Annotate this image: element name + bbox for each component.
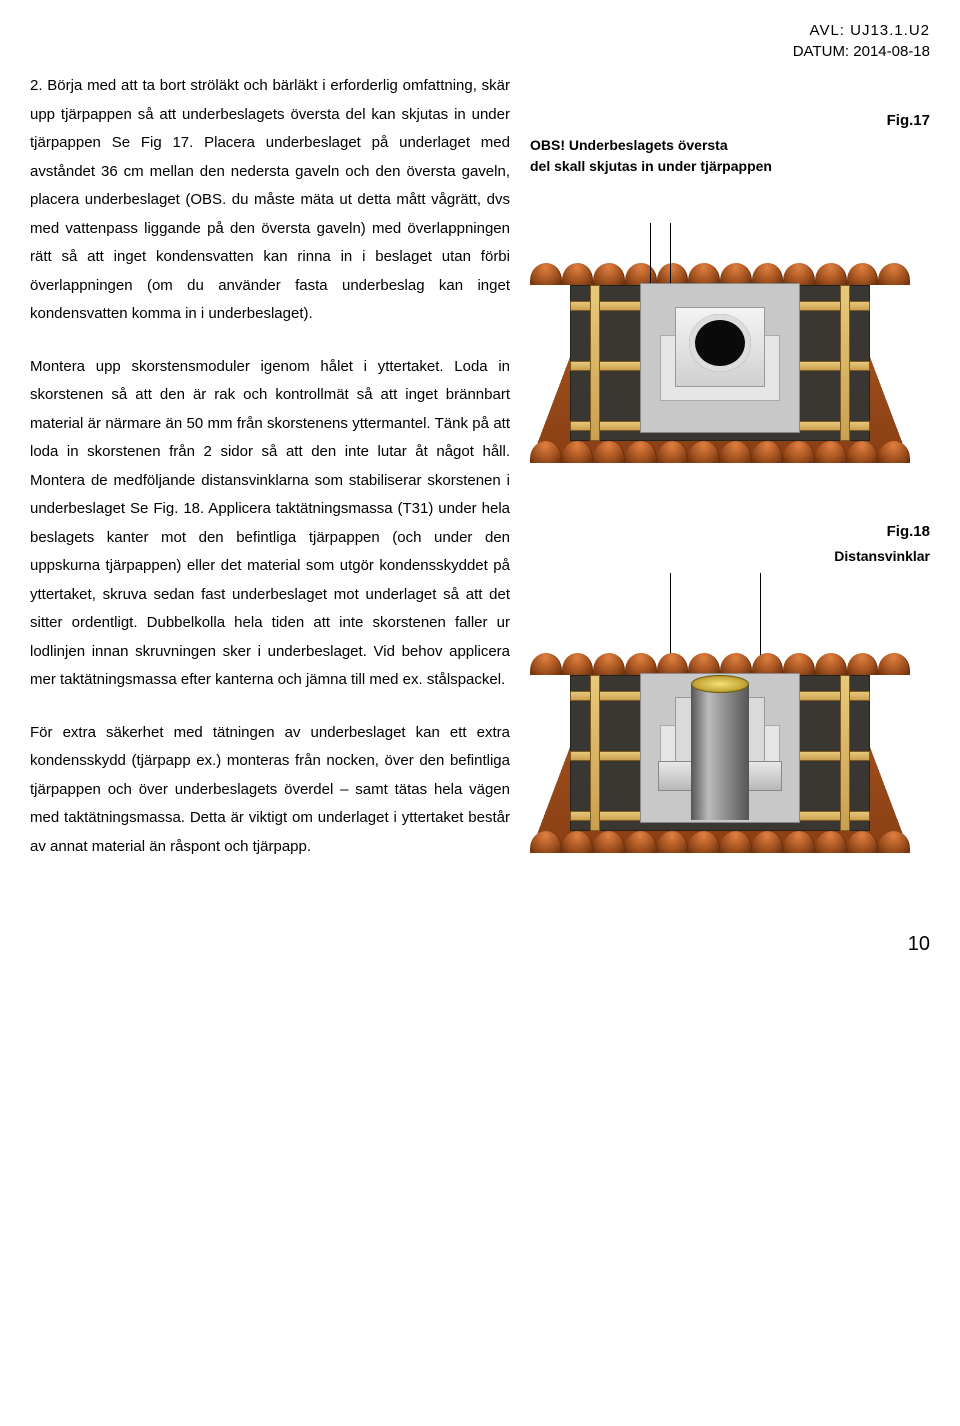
figure-18-block: Fig.18 Distansvinklar — [530, 523, 930, 853]
figure-18-illustration — [530, 573, 910, 853]
figure-17-caption: OBS! Underbeslagets översta del skall sk… — [530, 135, 930, 177]
content-columns: 2. Börja med att ta bort ströläkt och bä… — [30, 72, 930, 893]
page-number: 10 — [30, 933, 930, 956]
figure-17-label: Fig.17 — [530, 112, 930, 129]
right-column: Fig.17 OBS! Underbeslagets översta del s… — [530, 72, 930, 893]
paragraph-1: 2. Börja med att ta bort ströläkt och bä… — [30, 72, 510, 329]
figure-17-illustration — [530, 183, 910, 463]
figure-17-caption-line1: OBS! Underbeslagets översta — [530, 137, 728, 153]
header-avl: AVL: UJ13.1.U2 — [30, 20, 930, 41]
paragraph-2: Montera upp skorstensmoduler igenom håle… — [30, 353, 510, 695]
header-datum: DATUM: 2014-08-18 — [30, 41, 930, 62]
figure-18-label: Fig.18 — [530, 523, 930, 540]
figure-17-block: Fig.17 OBS! Underbeslagets översta del s… — [530, 112, 930, 463]
figure-17-caption-line2: del skall skjutas in under tjärpappen — [530, 158, 772, 174]
left-column: 2. Börja med att ta bort ströläkt och bä… — [30, 72, 510, 893]
doc-header: AVL: UJ13.1.U2 DATUM: 2014-08-18 — [30, 20, 930, 62]
figure-18-caption: Distansvinklar — [530, 546, 930, 567]
paragraph-3: För extra säkerhet med tätningen av unde… — [30, 719, 510, 862]
